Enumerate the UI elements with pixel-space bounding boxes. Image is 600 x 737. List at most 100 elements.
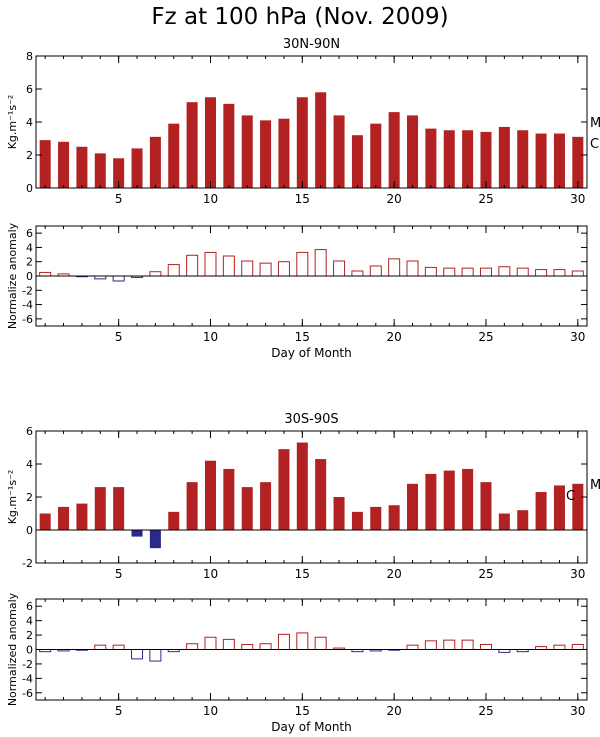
bar: [278, 118, 290, 188]
bar: [314, 249, 327, 277]
y-tick-label: 0: [26, 524, 33, 537]
x-tick-label: 5: [115, 192, 123, 206]
y-tick-label: 2: [26, 491, 33, 504]
bar: [479, 267, 492, 277]
bar: [480, 482, 492, 530]
bar: [58, 141, 70, 188]
x-tick-label: 5: [115, 330, 123, 344]
bar: [39, 513, 51, 530]
bar: [479, 643, 492, 651]
y-tick-label: 6: [26, 600, 33, 613]
bar: [498, 266, 511, 277]
y-tick-label: -2: [22, 557, 33, 570]
bar: [370, 506, 382, 530]
x-tick-label: 30: [570, 192, 585, 206]
bar: [333, 260, 346, 277]
bar: [388, 505, 400, 530]
bar: [462, 130, 474, 188]
bar: [241, 487, 253, 530]
bar: [186, 102, 198, 188]
bar: [388, 112, 400, 188]
bar: [186, 482, 198, 530]
bar: [131, 530, 143, 537]
bar: [351, 135, 363, 188]
y-tick-label: 6: [26, 83, 33, 96]
y-tick-label: 6: [26, 425, 33, 438]
bar: [204, 251, 217, 277]
bar: [259, 262, 272, 277]
bar: [94, 644, 107, 650]
panel-title: 30N-90N: [283, 37, 340, 52]
x-tick-label: 15: [295, 330, 310, 344]
bar: [186, 643, 199, 650]
figure-title: Fz at 100 hPa (Nov. 2009): [151, 4, 448, 30]
y-tick-label: 0: [26, 270, 33, 283]
bar: [149, 530, 161, 549]
y-tick-label: 0: [26, 182, 33, 195]
bar: [333, 115, 345, 188]
x-tick-label: 20: [387, 330, 402, 344]
panel-sh-fz: 30S-90S Kg.m⁻¹s⁻² -2 0 2 4 6 5 10 15 20 25 30 MC: [6, 412, 600, 581]
y-tick-label: -4: [22, 672, 33, 685]
bar: [517, 510, 529, 530]
side-label: C: [566, 489, 575, 504]
bar: [260, 482, 272, 530]
bar: [241, 115, 253, 188]
bar: [296, 442, 308, 530]
bar: [571, 270, 584, 277]
bar: [223, 468, 235, 530]
y-tick-label: -6: [22, 687, 33, 700]
bar: [388, 258, 401, 277]
bar: [572, 483, 584, 530]
side-label: M: [590, 116, 600, 131]
bar: [112, 644, 125, 650]
bar: [112, 275, 125, 282]
y-axis-label: Normalized anomaly: [6, 592, 19, 706]
bar: [498, 513, 510, 530]
bar: [113, 158, 125, 188]
bar: [535, 269, 548, 277]
bar: [278, 449, 290, 530]
x-tick-label: 30: [570, 704, 585, 718]
bar: [333, 497, 345, 530]
bar: [296, 97, 308, 188]
x-tick-label: 30: [570, 567, 585, 581]
bar: [223, 103, 235, 188]
bar: [443, 267, 456, 277]
x-tick-label: 25: [478, 330, 493, 344]
x-tick-label: 15: [295, 192, 310, 206]
bar: [572, 136, 584, 188]
y-tick-label: 6: [26, 227, 33, 240]
y-tick-label: 2: [26, 629, 33, 642]
y-tick-label: 4: [26, 241, 33, 254]
bar: [149, 649, 162, 662]
bar: [553, 485, 565, 530]
x-axis-label: Day of Month: [271, 346, 352, 360]
bar: [424, 266, 437, 277]
bar: [461, 639, 474, 650]
bar: [167, 264, 180, 277]
bar: [535, 492, 547, 530]
bar: [168, 123, 180, 188]
bar: [149, 271, 162, 277]
bar: [58, 506, 70, 530]
bar: [461, 267, 474, 277]
x-tick-label: 30: [570, 330, 585, 344]
bar: [296, 251, 309, 277]
bar: [259, 643, 272, 650]
bar: [222, 638, 235, 651]
panel-title: 30S-90S: [284, 412, 338, 427]
x-tick-label: 10: [203, 567, 218, 581]
bar: [168, 511, 180, 530]
x-tick-label: 10: [203, 192, 218, 206]
bar: [480, 131, 492, 188]
x-tick-label: 20: [387, 567, 402, 581]
bar: [76, 146, 88, 188]
bar: [498, 126, 510, 188]
x-tick-label: 25: [478, 704, 493, 718]
panel-sh-anomaly: Normalized anomaly -6 -4-20 24 6 5 10 15 20 25 30 D…: [6, 592, 588, 734]
bar: [407, 483, 419, 530]
bar: [315, 92, 327, 188]
y-tick-label: 4: [26, 116, 33, 129]
bar: [296, 632, 309, 650]
